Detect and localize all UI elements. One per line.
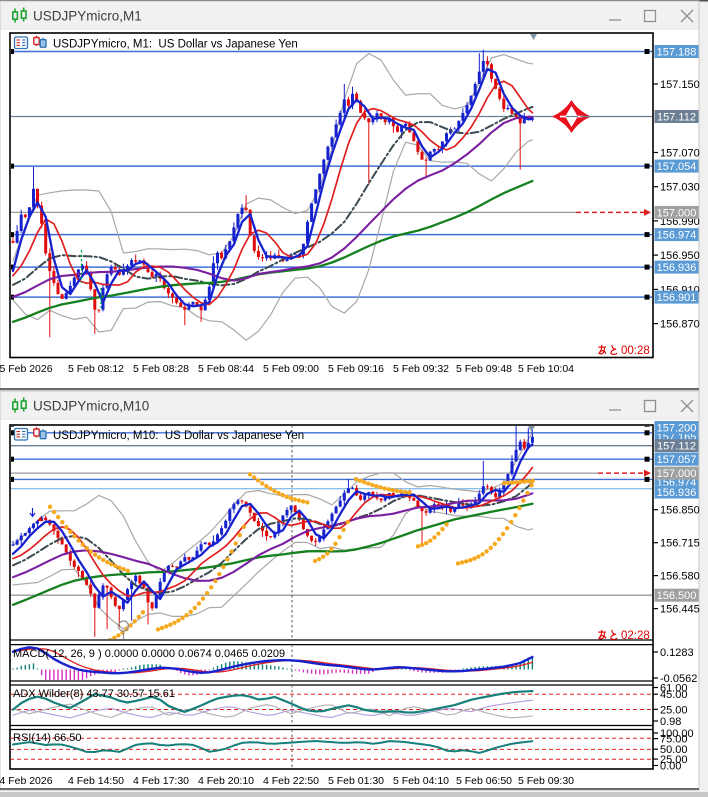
svg-text:4 Feb 14:50: 4 Feb 14:50 bbox=[68, 775, 124, 787]
svg-text:157.054: 157.054 bbox=[657, 161, 697, 173]
svg-text:156.950: 156.950 bbox=[660, 250, 700, 262]
svg-text:02:28: 02:28 bbox=[621, 630, 650, 642]
svg-text:156.870: 156.870 bbox=[660, 319, 700, 331]
svg-text:157.030: 157.030 bbox=[660, 182, 700, 194]
svg-text:0.00: 0.00 bbox=[660, 761, 681, 773]
svg-text:-0.0562: -0.0562 bbox=[660, 673, 697, 685]
svg-text:4 Feb 20:10: 4 Feb 20:10 bbox=[198, 775, 254, 787]
svg-text:5 Feb 09:30: 5 Feb 09:30 bbox=[518, 775, 574, 787]
svg-text:50.00: 50.00 bbox=[660, 744, 688, 756]
svg-text:5 Feb 01:30: 5 Feb 01:30 bbox=[328, 775, 384, 787]
svg-text:5 Feb 09:32: 5 Feb 09:32 bbox=[393, 363, 449, 375]
svg-text:0.98: 0.98 bbox=[660, 716, 681, 728]
svg-text:5 Feb 09:16: 5 Feb 09:16 bbox=[328, 363, 384, 375]
svg-text:0.1283: 0.1283 bbox=[660, 647, 694, 659]
svg-text:USDJPYmicro, M10: US Dollar v: USDJPYmicro, M10: US Dollar vs Japanese … bbox=[53, 430, 304, 442]
svg-text:157.150: 157.150 bbox=[660, 79, 700, 91]
svg-text:00:28: 00:28 bbox=[621, 345, 650, 357]
svg-text:5 Feb 08:12: 5 Feb 08:12 bbox=[68, 363, 124, 375]
svg-text:156.445: 156.445 bbox=[660, 604, 700, 616]
svg-text:4 Feb 22:50: 4 Feb 22:50 bbox=[263, 775, 319, 787]
svg-text:156.901: 156.901 bbox=[657, 292, 697, 304]
svg-text:157.057: 157.057 bbox=[657, 454, 697, 466]
svg-text:157.000: 157.000 bbox=[657, 207, 697, 219]
svg-text:5 Feb 04:10: 5 Feb 04:10 bbox=[393, 775, 449, 787]
svg-text:157.188: 157.188 bbox=[657, 47, 697, 59]
svg-text:156.715: 156.715 bbox=[660, 538, 700, 550]
svg-text:157.000: 157.000 bbox=[657, 468, 697, 480]
svg-text:156.580: 156.580 bbox=[660, 571, 700, 583]
svg-text:5 Feb 08:44: 5 Feb 08:44 bbox=[198, 363, 254, 375]
svg-text:156.850: 156.850 bbox=[660, 505, 700, 517]
svg-text:156.936: 156.936 bbox=[657, 262, 697, 274]
svg-text:MACD( 12, 26, 9 ) 0.0000 0.000: MACD( 12, 26, 9 ) 0.0000 0.0000 0.0674 0… bbox=[13, 648, 285, 660]
svg-text:157.200: 157.200 bbox=[657, 423, 697, 435]
svg-text:5 Feb 09:00: 5 Feb 09:00 bbox=[263, 363, 319, 375]
svg-text:4 Feb 17:30: 4 Feb 17:30 bbox=[133, 775, 189, 787]
svg-text:ADX Wilder(8) 43.77 30.57 15.6: ADX Wilder(8) 43.77 30.57 15.61 bbox=[13, 688, 175, 700]
svg-text:USDJPYmicro, M1: US Dollar vs: USDJPYmicro, M1: US Dollar vs Japanese Y… bbox=[53, 39, 298, 51]
svg-text:5 Feb 10:04: 5 Feb 10:04 bbox=[518, 363, 574, 375]
svg-text:61.00: 61.00 bbox=[660, 683, 688, 695]
svg-text:100.00: 100.00 bbox=[660, 728, 694, 740]
svg-text:156.936: 156.936 bbox=[657, 487, 697, 499]
svg-text:5 Feb 08:28: 5 Feb 08:28 bbox=[133, 363, 189, 375]
svg-text:4 Feb 2026: 4 Feb 2026 bbox=[0, 775, 53, 787]
svg-text:156.974: 156.974 bbox=[657, 230, 697, 242]
svg-text:45.00: 45.00 bbox=[660, 689, 688, 701]
svg-text:5 Feb 09:48: 5 Feb 09:48 bbox=[456, 363, 512, 375]
svg-text:RSI(14) 66.50: RSI(14) 66.50 bbox=[13, 732, 81, 744]
svg-text:75.00: 75.00 bbox=[660, 734, 688, 746]
svg-text:USDJPYmicro,M1: USDJPYmicro,M1 bbox=[33, 9, 142, 24]
svg-text:157.070: 157.070 bbox=[660, 148, 700, 160]
svg-text:5 Feb 06:50: 5 Feb 06:50 bbox=[456, 775, 512, 787]
svg-text:157.112: 157.112 bbox=[657, 441, 696, 453]
svg-text:25.00: 25.00 bbox=[660, 754, 688, 766]
svg-text:USDJPYmicro,M10: USDJPYmicro,M10 bbox=[33, 399, 149, 414]
svg-text:157.112: 157.112 bbox=[657, 112, 696, 124]
svg-text:5 Feb 2026: 5 Feb 2026 bbox=[0, 363, 53, 375]
svg-text:25.00: 25.00 bbox=[660, 704, 688, 716]
svg-text:156.500: 156.500 bbox=[657, 590, 697, 602]
